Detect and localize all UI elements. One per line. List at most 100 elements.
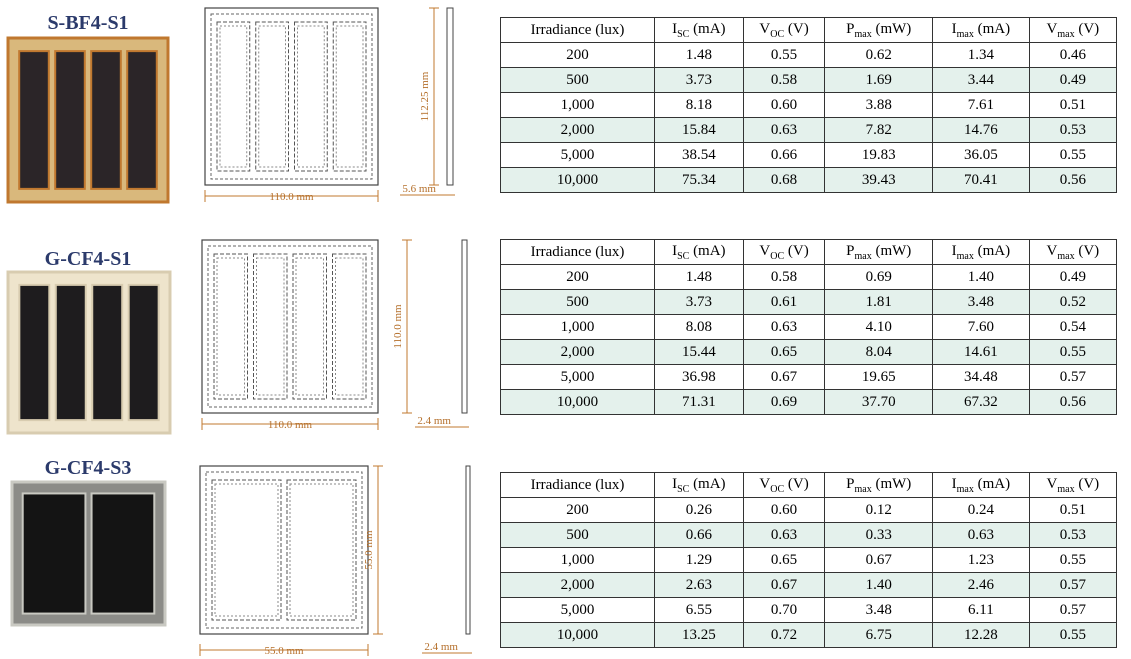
table-cell: 8.04 (825, 340, 933, 365)
table-cell: 0.60 (743, 498, 825, 523)
header-subscript: max (855, 484, 872, 495)
table-cell: 0.33 (825, 523, 933, 548)
table-cell: 36.05 (933, 143, 1030, 168)
strip-outline (256, 22, 289, 171)
header-unit: (V) (788, 476, 809, 492)
header-row: Irradiance (lux)ISC (mA)VOC (V)Pmax (mW)… (501, 240, 1117, 265)
table-cell: 200 (501, 43, 655, 68)
front-inner (208, 246, 372, 407)
photo-cell (92, 285, 122, 420)
table-cell: 7.61 (933, 93, 1030, 118)
table-cell: 0.60 (743, 93, 825, 118)
header-subscript: max (957, 484, 974, 495)
table-cell: 1.23 (933, 548, 1030, 573)
table-cell: 0.72 (743, 623, 825, 648)
table-cell: 0.55 (1029, 143, 1116, 168)
table-cell: 200 (501, 498, 655, 523)
table-cell: 0.55 (1029, 548, 1116, 573)
table-cell: 8.08 (655, 315, 744, 340)
figure: S-BF4-S1110.0 mm112.25 mm5.6 mmG-CF4-S11… (0, 0, 1131, 659)
header-unit: (V) (1078, 21, 1099, 37)
table-cell: 0.46 (1029, 43, 1116, 68)
table-cell: 0.53 (1029, 118, 1116, 143)
table-cell: 3.48 (825, 598, 933, 623)
data-table: Irradiance (lux)ISC (mA)VOC (V)Pmax (mW)… (500, 472, 1117, 648)
front-view (205, 8, 378, 185)
header-row: Irradiance (lux)ISC (mA)VOC (V)Pmax (mW)… (501, 18, 1117, 43)
table-cell: 1.48 (655, 43, 744, 68)
header-subscript: OC (770, 29, 784, 40)
table-cell: 15.44 (655, 340, 744, 365)
header-cell: ISC (mA) (655, 473, 744, 498)
photo-cell (23, 493, 86, 613)
strip-outline (217, 22, 250, 171)
header-subscript: OC (770, 484, 784, 495)
strip-outline (212, 480, 281, 620)
table-cell: 8.18 (655, 93, 744, 118)
table-cell: 0.49 (1029, 68, 1116, 93)
header-symbol: P (846, 476, 854, 492)
header-subscript: max (1057, 29, 1074, 40)
header-subscript: max (957, 251, 974, 262)
photo-cell (19, 285, 49, 420)
table-row: 5000.660.630.330.630.53 (501, 523, 1117, 548)
strip-inner (296, 258, 324, 395)
strip-outline (287, 480, 356, 620)
table-cell: 34.48 (933, 365, 1030, 390)
table-cell: 6.11 (933, 598, 1030, 623)
table-row: 1,0008.080.634.107.600.54 (501, 315, 1117, 340)
strip-inner (259, 26, 286, 167)
table-cell: 0.56 (1029, 390, 1116, 415)
table-cell: 0.52 (1029, 290, 1116, 315)
table-cell: 0.67 (743, 365, 825, 390)
header-cell: Imax (mA) (933, 473, 1030, 498)
header-unit: (mA) (693, 243, 726, 259)
table-cell: 500 (501, 523, 655, 548)
width-label: 55.0 mm (264, 645, 304, 657)
header-unit: (mW) (875, 21, 911, 37)
table-cell: 500 (501, 68, 655, 93)
table-cell: 1.69 (825, 68, 933, 93)
table-cell: 1.48 (655, 265, 744, 290)
table-cell: 7.82 (825, 118, 933, 143)
table-cell: 0.24 (933, 498, 1030, 523)
table-cell: 10,000 (501, 623, 655, 648)
header-unit: (mA) (978, 21, 1011, 37)
thickness-label: 5.6 mm (402, 183, 436, 195)
table-row: 2001.480.550.621.340.46 (501, 43, 1117, 68)
panel-label: G-CF4-S1 (45, 248, 132, 270)
header-subscript: SC (677, 484, 689, 495)
header-unit: (mA) (978, 476, 1011, 492)
header-cell: Irradiance (lux) (501, 18, 655, 43)
header-unit: (mW) (875, 476, 911, 492)
table-cell: 3.48 (933, 290, 1030, 315)
header-unit: (mW) (875, 243, 911, 259)
table-cell: 38.54 (655, 143, 744, 168)
table-cell: 0.69 (743, 390, 825, 415)
header-symbol: V (759, 243, 770, 259)
table-row: 10,00013.250.726.7512.280.55 (501, 623, 1117, 648)
table-row: 5,00036.980.6719.6534.480.57 (501, 365, 1117, 390)
height-label: 55.0 mm (363, 530, 375, 570)
table-row: 10,00075.340.6839.4370.410.56 (501, 168, 1117, 193)
header-cell: Imax (mA) (933, 18, 1030, 43)
header-cell: Imax (mA) (933, 240, 1030, 265)
header-cell: ISC (mA) (655, 240, 744, 265)
table-cell: 0.65 (743, 548, 825, 573)
table-cell: 0.65 (743, 340, 825, 365)
table-cell: 4.10 (825, 315, 933, 340)
table-cell: 1.29 (655, 548, 744, 573)
table-cell: 0.56 (1029, 168, 1116, 193)
table-cell: 2,000 (501, 573, 655, 598)
strip-inner (290, 484, 353, 616)
table-cell: 0.58 (743, 68, 825, 93)
table-cell: 1.40 (825, 573, 933, 598)
header-unit: (V) (788, 243, 809, 259)
strip-outline (254, 254, 288, 399)
header-symbol: P (846, 21, 854, 37)
strip-inner (336, 258, 364, 395)
table-cell: 2.63 (655, 573, 744, 598)
